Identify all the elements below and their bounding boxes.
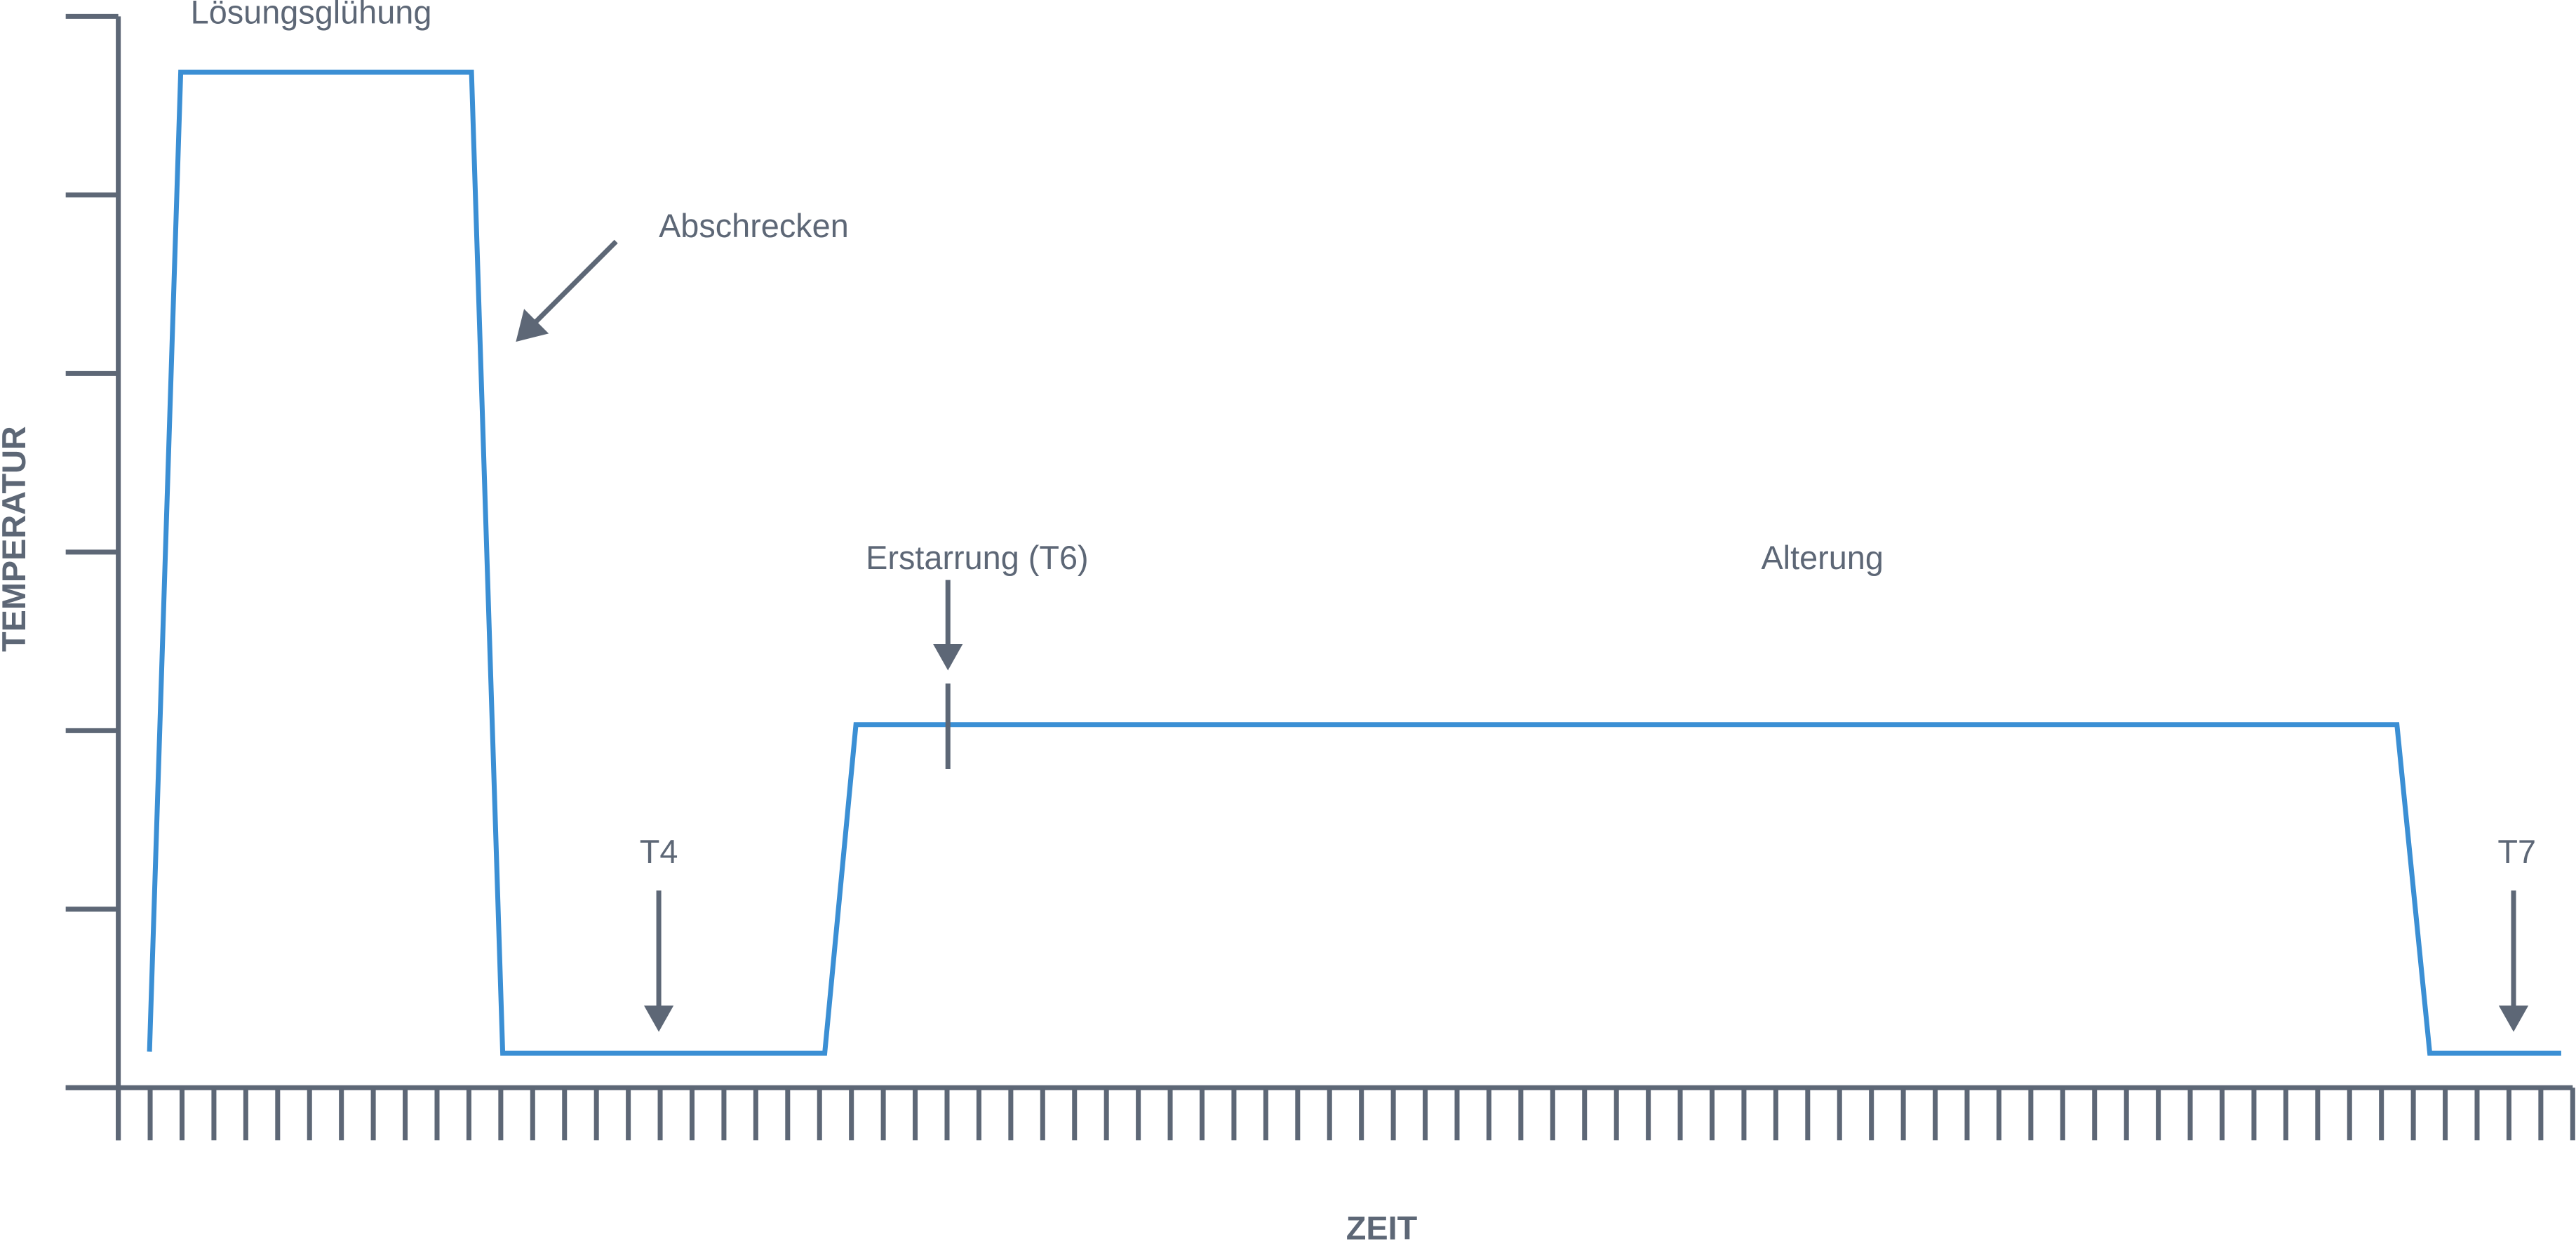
annotation: T4 [640, 834, 678, 870]
annotation: Alterung [1761, 540, 1883, 576]
arrow-head [644, 1005, 674, 1032]
annotation: Erstarrung (T6) [866, 540, 1088, 576]
annotation: T7 [2497, 834, 2536, 870]
arrow-head [516, 309, 549, 342]
arrows [516, 239, 2529, 1032]
arrow-head [2498, 1005, 2529, 1032]
temperature-curve [147, 69, 2561, 1056]
x-axis-label: ZEIT [1346, 1210, 1418, 1244]
axes [65, 13, 2575, 1141]
y-axis-label: TEMPERATUR [0, 426, 32, 652]
arrow-line [530, 239, 618, 328]
annotation: Abschrecken [659, 208, 849, 244]
annotation: Lösungsglühung [191, 0, 432, 30]
arrow-head [933, 643, 963, 671]
